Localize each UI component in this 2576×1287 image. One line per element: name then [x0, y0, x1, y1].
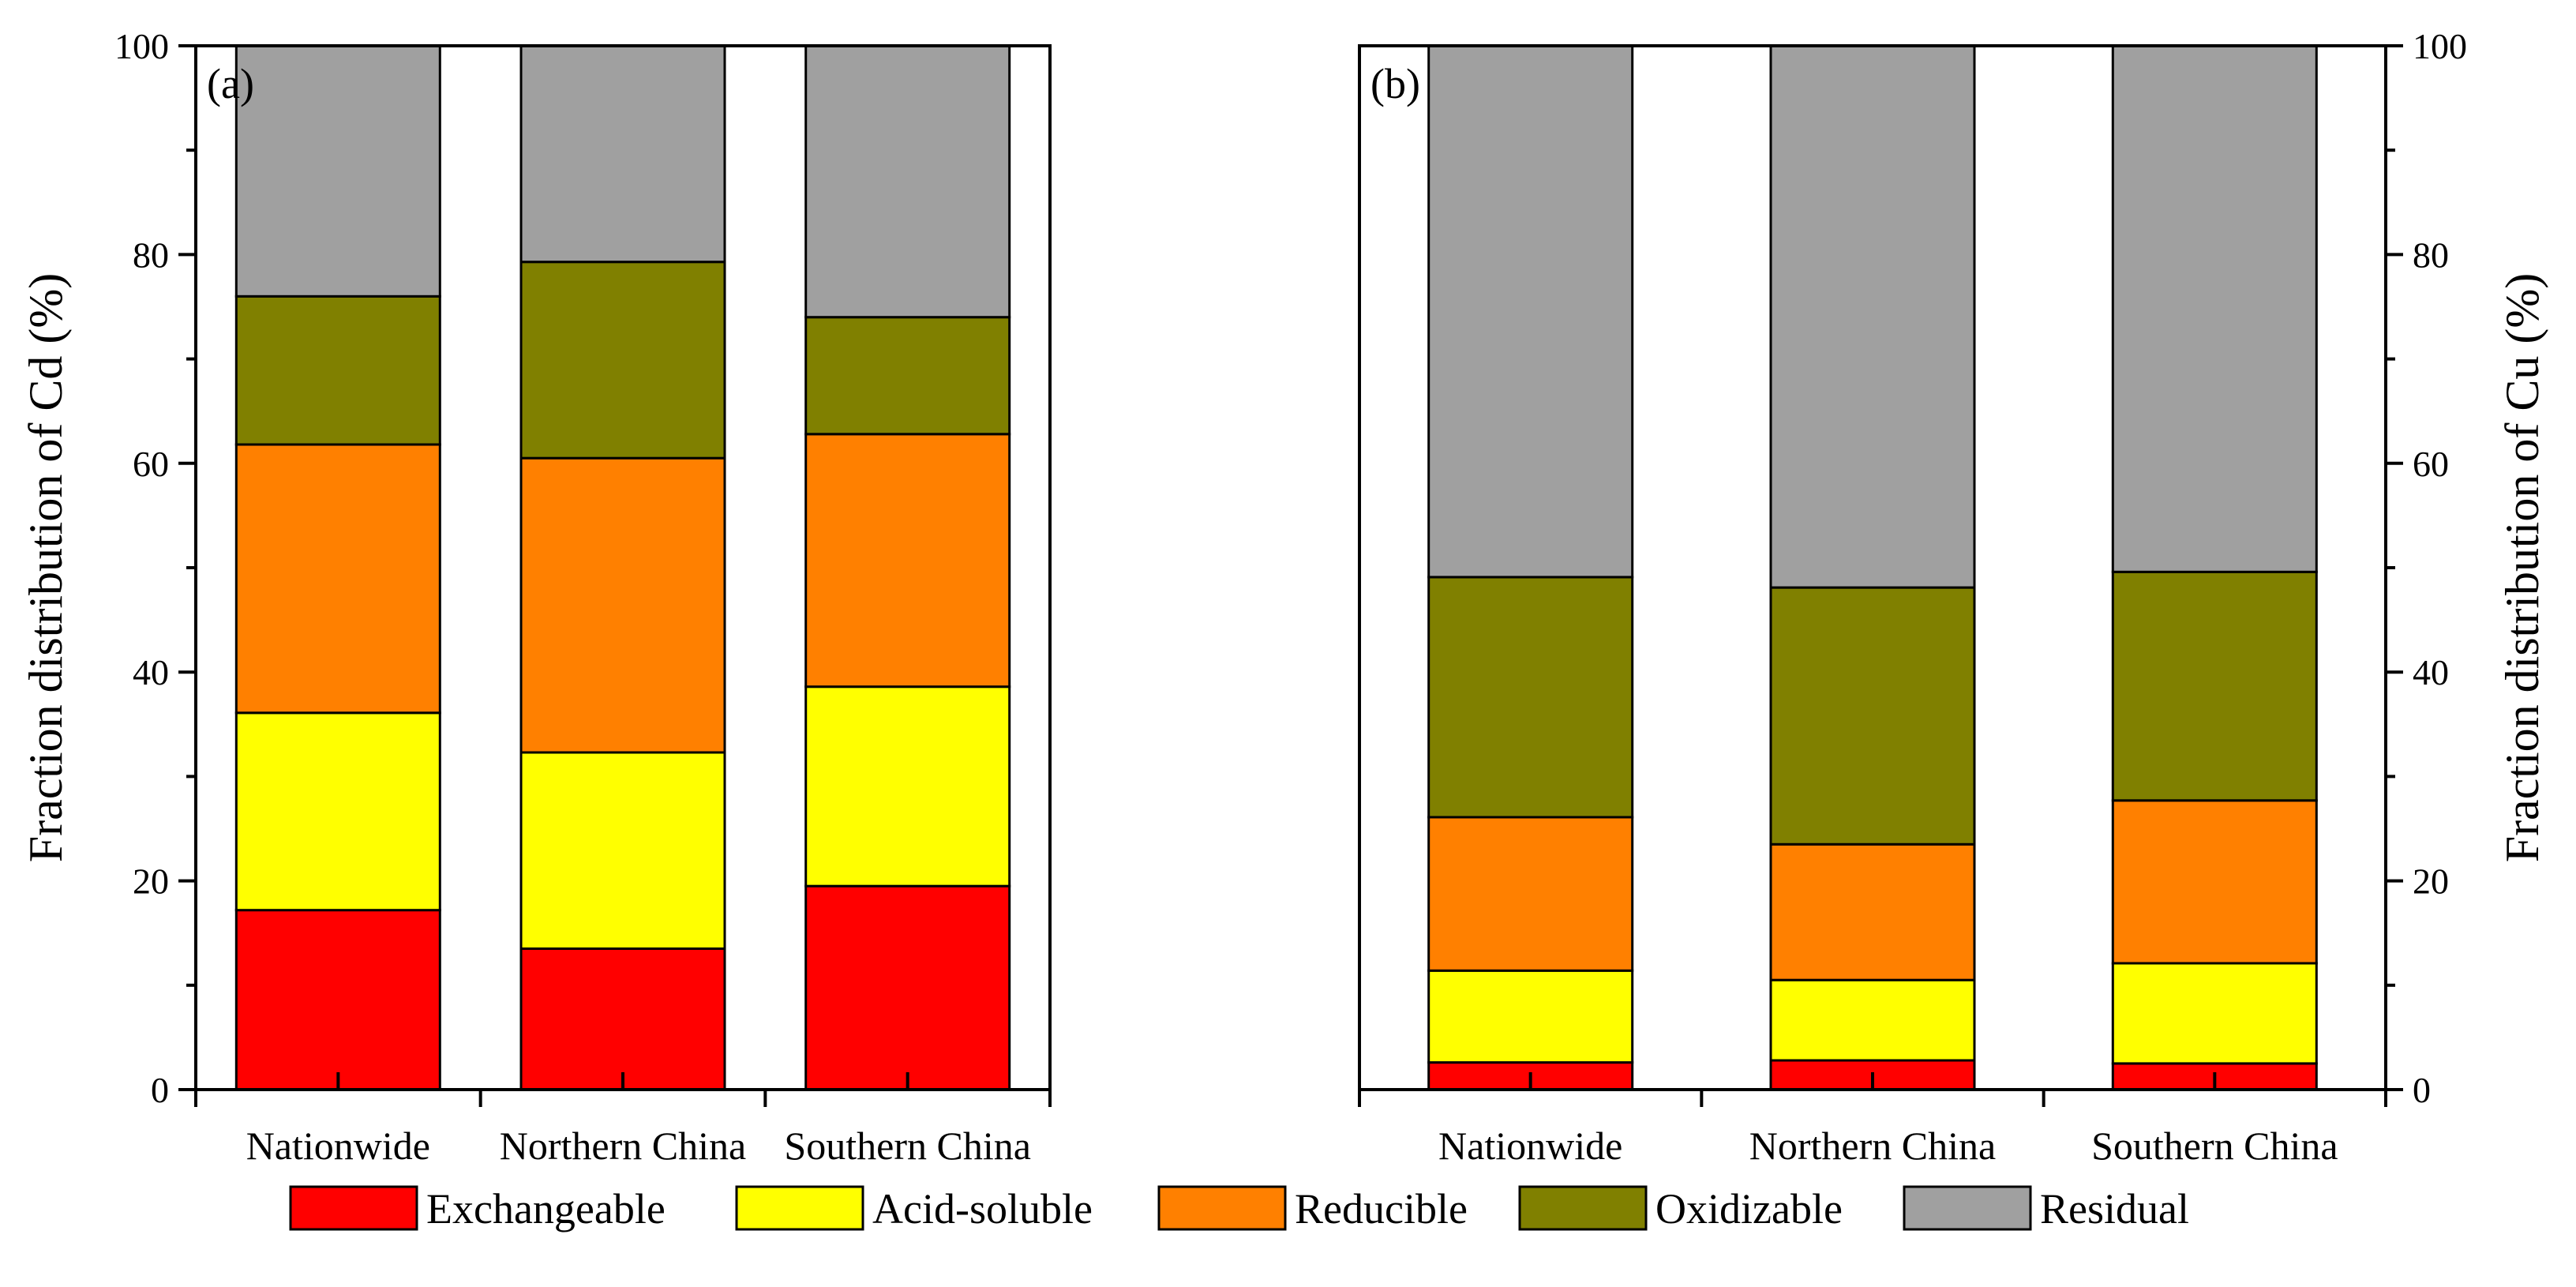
- bar-segment: [804, 316, 1011, 436]
- bar-segment: [804, 433, 1011, 689]
- legend-item: Reducible: [1157, 1185, 1468, 1233]
- panel-label: (b): [1370, 60, 1420, 107]
- bar-segment: [804, 685, 1011, 887]
- legend-swatch: [289, 1185, 418, 1231]
- x-tick-label: Southern China: [784, 1124, 1030, 1168]
- legend-item: Exchangeable: [289, 1185, 666, 1233]
- bar-segment: [519, 751, 726, 950]
- bar-segment: [519, 261, 726, 460]
- y-tick-label: 100: [2413, 26, 2467, 66]
- y-tick-label: 60: [2413, 444, 2449, 484]
- y-tick-label: 40: [133, 652, 169, 692]
- x-tick-label: Northern China: [500, 1124, 746, 1168]
- bar-segment: [2111, 570, 2318, 802]
- x-tick-label: Southern China: [2091, 1124, 2338, 1168]
- bar-segment: [1769, 586, 1976, 846]
- legend-label: Oxidizable: [1655, 1185, 1843, 1233]
- bar-segment: [1769, 842, 1976, 981]
- y-tick-label: 80: [2413, 235, 2449, 275]
- bar-segment: [234, 295, 441, 446]
- bar-segment: [519, 456, 726, 754]
- bar-segment: [519, 947, 726, 1091]
- x-tick-label: Nationwide: [1438, 1124, 1622, 1168]
- bar-segment: [234, 443, 441, 715]
- y-axis-title: Fraction distribution of Cu (%): [2496, 273, 2548, 863]
- bar-segment: [519, 44, 726, 264]
- x-tick-label: Nationwide: [246, 1124, 430, 1168]
- bar-segment: [1427, 576, 1634, 819]
- bar-segment: [2111, 799, 2318, 965]
- bar-segment: [234, 711, 441, 912]
- bar-segment: [1427, 969, 1634, 1064]
- y-tick-label: 40: [2413, 652, 2449, 692]
- legend-swatch: [1157, 1185, 1287, 1231]
- chart-panels: Nationwide Northern China Southern China 0 2…: [20, 26, 2548, 1168]
- legend-swatch: [735, 1185, 864, 1231]
- legend-item: Acid-soluble: [735, 1185, 1093, 1233]
- y-tick-label: 0: [2413, 1070, 2431, 1110]
- legend: Exchangeable Acid-soluble Reducible Oxidiza…: [289, 1185, 2189, 1233]
- legend-label: Residual: [2040, 1185, 2189, 1233]
- bar-segment: [804, 44, 1011, 319]
- y-tick-label: 20: [133, 861, 169, 902]
- panel-b: Nationwide Northern China Southern China 0 2…: [1358, 26, 2548, 1168]
- y-tick-label: 80: [133, 235, 169, 275]
- bar-segment: [2111, 962, 2318, 1065]
- bar-segment: [2111, 44, 2318, 573]
- legend-item: Oxidizable: [1518, 1185, 1843, 1233]
- bar-segment: [1427, 816, 1634, 972]
- y-tick-label: 100: [114, 26, 169, 66]
- bar-segment: [1427, 44, 1634, 579]
- y-tick-label: 20: [2413, 861, 2449, 902]
- legend-swatch: [1903, 1185, 2032, 1231]
- legend-label: Exchangeable: [426, 1185, 666, 1233]
- y-axis-title: Fraction distribution of Cd (%): [20, 273, 72, 863]
- y-tick-label: 60: [133, 444, 169, 484]
- bar-segment: [804, 884, 1011, 1091]
- bar-segment: [234, 909, 441, 1091]
- bar-segment: [1769, 978, 1976, 1062]
- legend-label: Reducible: [1295, 1185, 1468, 1233]
- y-tick-label: 0: [151, 1070, 169, 1110]
- bar-segment: [234, 44, 441, 298]
- legend-swatch: [1518, 1185, 1648, 1231]
- legend-item: Residual: [1903, 1185, 2189, 1233]
- bar-segment: [1769, 44, 1976, 589]
- panel-a: Nationwide Northern China Southern China 0 2…: [20, 26, 1052, 1168]
- legend-label: Acid-soluble: [872, 1185, 1093, 1233]
- x-tick-label: Northern China: [1749, 1124, 1996, 1168]
- panel-label: (a): [207, 60, 254, 107]
